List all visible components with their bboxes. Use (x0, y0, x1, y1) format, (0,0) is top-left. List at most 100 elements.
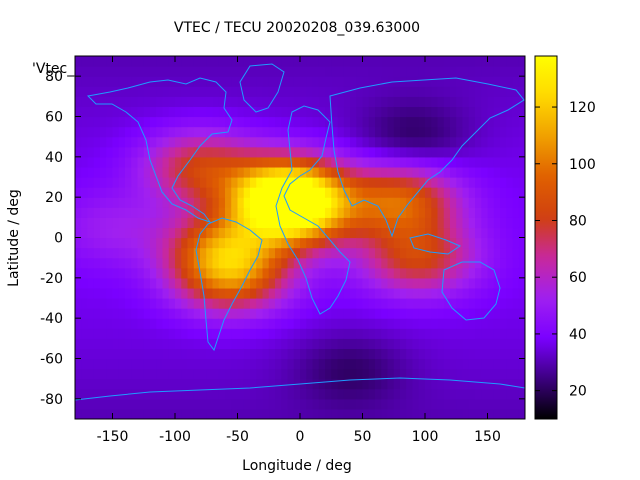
heatmap-cell (493, 277, 501, 289)
heatmap-cell (237, 388, 245, 400)
heatmap-cell (93, 177, 101, 188)
heatmap-cell (500, 267, 507, 279)
heatmap-cell (518, 348, 525, 360)
heatmap-cell (325, 86, 332, 97)
heatmap-cell (462, 146, 470, 158)
heatmap-cell (275, 257, 282, 269)
heatmap-cell (443, 207, 451, 218)
heatmap-cell (518, 408, 525, 419)
heatmap-cell (406, 177, 414, 188)
heatmap-cell (312, 358, 320, 370)
heatmap-cell (487, 267, 495, 279)
heatmap-cell (493, 298, 501, 309)
heatmap-cell (275, 388, 282, 400)
heatmap-cell (143, 86, 151, 97)
heatmap-cell (250, 358, 257, 370)
heatmap-cell (425, 146, 432, 158)
heatmap-cell (381, 247, 389, 259)
heatmap-cell (481, 257, 489, 269)
heatmap-cell (306, 318, 314, 329)
heatmap-cell (125, 76, 132, 87)
heatmap-cell (256, 156, 264, 168)
heatmap-cell (231, 207, 239, 218)
heatmap-cell (150, 116, 157, 128)
heatmap-cell (443, 136, 451, 148)
heatmap-cell (225, 298, 232, 309)
heatmap-cell (318, 267, 326, 279)
heatmap-cell (275, 217, 282, 229)
heatmap-cell (225, 388, 232, 400)
heatmap-cell (281, 378, 289, 390)
heatmap-cell (400, 348, 407, 360)
heatmap-cell (131, 136, 139, 148)
heatmap-cell (75, 408, 82, 419)
heatmap-cell (262, 96, 270, 108)
heatmap-cell (356, 126, 364, 138)
heatmap-cell (456, 368, 464, 380)
heatmap-cell (87, 106, 95, 118)
heatmap-cell (193, 56, 201, 67)
heatmap-cell (287, 378, 295, 390)
heatmap-cell (381, 388, 389, 400)
heatmap-cell (218, 318, 226, 329)
heatmap-cell (143, 166, 151, 178)
heatmap-cell (137, 207, 145, 218)
heatmap-cell (487, 146, 495, 158)
heatmap-cell (475, 166, 482, 178)
heatmap-cell (431, 96, 439, 108)
heatmap-cell (493, 146, 501, 158)
heatmap-cell (268, 378, 276, 390)
heatmap-cell (168, 106, 176, 118)
heatmap-cell (425, 96, 432, 108)
heatmap-cell (487, 76, 495, 87)
heatmap-cell (181, 267, 189, 279)
heatmap-cell (337, 66, 345, 77)
heatmap-cell (481, 227, 489, 239)
heatmap-cell (468, 146, 476, 158)
heatmap-cell (450, 66, 457, 77)
heatmap-cell (225, 227, 232, 239)
heatmap-cell (412, 116, 420, 128)
heatmap-cell (118, 308, 126, 319)
heatmap-cell (262, 156, 270, 168)
heatmap-cell (512, 156, 520, 168)
heatmap-cell (512, 76, 520, 87)
heatmap-cell (187, 177, 195, 188)
heatmap-cell (337, 56, 345, 67)
heatmap-cell (237, 56, 245, 67)
heatmap-cell (143, 227, 151, 239)
heatmap-cell (81, 358, 89, 370)
heatmap-cell (437, 227, 445, 239)
heatmap-cell (175, 398, 182, 410)
heatmap-cell (387, 106, 395, 118)
heatmap-cell (218, 388, 226, 400)
heatmap-cell (431, 328, 439, 339)
heatmap-cell (87, 56, 95, 67)
heatmap-cell (493, 308, 501, 319)
heatmap-cell (362, 106, 370, 118)
heatmap-cell (481, 66, 489, 77)
heatmap-cell (312, 136, 320, 148)
heatmap-cell (293, 166, 301, 178)
heatmap-cell (337, 237, 345, 249)
heatmap-cell (181, 106, 189, 118)
heatmap-cell (218, 267, 226, 279)
heatmap-cell (206, 277, 214, 289)
heatmap-cell (493, 368, 501, 380)
heatmap-cell (431, 56, 439, 67)
heatmap-cell (125, 378, 132, 390)
heatmap-cell (493, 247, 501, 259)
heatmap-cell (131, 398, 139, 410)
heatmap-cell (175, 76, 182, 87)
heatmap-cell (393, 388, 401, 400)
heatmap-cell (443, 156, 451, 168)
heatmap-cell (462, 166, 470, 178)
heatmap-cell (362, 318, 370, 329)
heatmap-cell (406, 247, 414, 259)
heatmap-cell (481, 287, 489, 299)
heatmap-cell (506, 358, 514, 370)
heatmap-cell (106, 287, 114, 299)
heatmap-cell (212, 388, 220, 400)
heatmap-cell (400, 106, 407, 118)
